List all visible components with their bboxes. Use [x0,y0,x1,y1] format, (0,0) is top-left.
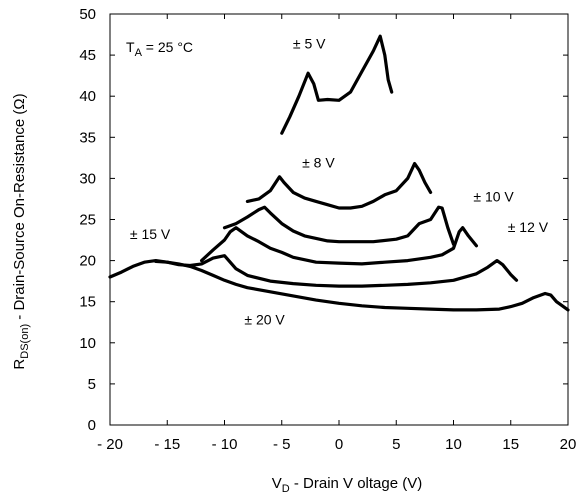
x-tick-label: - 15 [154,436,180,453]
y-tick-label: 30 [79,170,96,187]
y-tick-label: 25 [79,212,96,229]
series-label-4: ± 15 V [130,226,171,242]
y-tick-label: 35 [79,129,96,146]
y-tick-label: 0 [88,417,96,434]
series-line-2 [222,205,456,246]
y-tick-label: 20 [79,253,96,270]
series-line-1 [245,162,433,210]
series-label-5: ± 20 V [244,312,285,328]
series-label-0: ± 5 V [293,36,326,52]
y-tick-label: 45 [79,47,96,64]
series-line-0 [280,34,394,135]
x-tick-label: 10 [445,436,462,453]
series-line-3 [200,226,478,266]
series-line-5 [154,259,570,312]
plot-area: - 20 - 15 - 10 - 5 0 5 10 15 20 0 5 10 15 20 25 30 35 40 4… [11,6,576,495]
x-tick-label: 20 [560,436,577,453]
temperature-annotation: TA = 25 °C [126,39,193,59]
y-tick-label: 50 [79,6,96,23]
series-label-1: ± 8 V [302,155,335,171]
x-tick-label: 5 [392,436,400,453]
x-tick-label: 0 [335,436,343,453]
y-tick-label: 10 [79,335,96,352]
y-axis-label: RDS(on) - Drain-Source On-Resistance (Ω) [11,93,31,369]
y-tick-label: 5 [88,376,96,393]
y-tick-label: 15 [79,294,96,311]
series-label-3: ± 12 V [508,219,549,235]
series-label-2: ± 10 V [473,188,514,204]
x-tick-label: - 5 [273,436,291,453]
plot-frame [109,13,569,426]
x-tick-label: - 20 [97,436,123,453]
x-axis-label: VD - Drain V oltage (V) [272,475,423,495]
y-axis-label-group: RDS(on) - Drain-Source On-Resistance (Ω) [11,93,31,369]
x-tick-label: - 10 [212,436,238,453]
y-tick-label: 40 [79,88,96,105]
x-tick-label: 15 [502,436,519,453]
